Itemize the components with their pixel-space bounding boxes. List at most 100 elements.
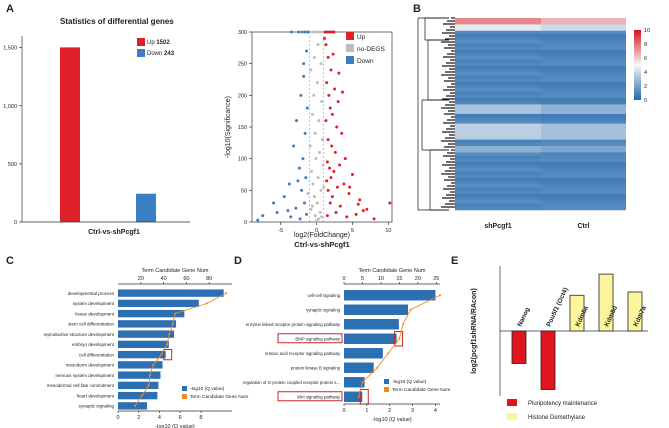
a2-point-down xyxy=(289,30,293,34)
a2-point-down xyxy=(256,218,260,222)
d-bar xyxy=(344,333,397,344)
c-legend-swatch xyxy=(182,394,187,399)
b-heatmap-cell xyxy=(455,123,541,128)
c-bar xyxy=(118,299,199,308)
c-legend-label: -log10 (Q value) xyxy=(190,386,225,392)
b-heatmap-cell xyxy=(541,37,626,41)
c-bar xyxy=(118,391,158,400)
d-bar xyxy=(344,348,383,359)
a2-point-up xyxy=(333,87,337,91)
b-heatmap-cell xyxy=(455,174,541,179)
c-line-point xyxy=(166,343,169,346)
a2-point-no-degs xyxy=(316,176,320,180)
a2-point-up xyxy=(327,93,331,97)
a2-point-down xyxy=(303,131,307,135)
a2-point-down xyxy=(275,211,279,214)
a1-y-tick-label: 1,000 xyxy=(3,104,17,110)
c-bar xyxy=(118,402,148,410)
b-heatmap-cell xyxy=(455,37,541,41)
a2-point-no-degs xyxy=(311,30,315,34)
c-bar xyxy=(118,309,185,318)
d-bottom-tick-label: 4 xyxy=(434,408,437,414)
b-heatmap-cell xyxy=(541,184,626,188)
a2-point-up xyxy=(329,68,333,72)
b-colorbar-tick-label: 4 xyxy=(644,70,647,76)
a2-point-up xyxy=(330,195,334,199)
b-heatmap-cell xyxy=(455,24,541,28)
b-heatmap-cell xyxy=(541,27,626,32)
d-line-point xyxy=(398,337,401,340)
a2-legend-swatch xyxy=(346,32,354,40)
b-heatmap-cell xyxy=(541,117,626,121)
d-x-label: -log10 (Q value) xyxy=(372,417,412,423)
c-top-tick-label: 40 xyxy=(161,276,167,282)
b-heatmap-cell xyxy=(455,78,541,83)
panel-label-a: A xyxy=(6,3,14,15)
b-heatmap-cell xyxy=(541,197,626,201)
b-heatmap-cell xyxy=(455,146,541,150)
c-bottom-tick-label: 4 xyxy=(158,415,161,421)
c-bar xyxy=(118,340,169,349)
b-heatmap-cell xyxy=(455,82,541,86)
a2-point-down xyxy=(297,166,301,170)
a2-point-down xyxy=(303,30,307,34)
b-colorbar-tick-label: 8 xyxy=(644,42,647,48)
a2-point-no-degs xyxy=(311,182,315,186)
b-heatmap-cell xyxy=(541,171,626,176)
a2-point-up xyxy=(336,100,340,104)
b-heatmap-cell xyxy=(541,206,626,211)
a2-point-up xyxy=(325,81,329,85)
a2-point-up xyxy=(338,163,342,167)
a2-point-no-degs xyxy=(316,43,320,47)
b-heatmap-cell xyxy=(455,139,541,144)
b-heatmap-cell xyxy=(455,149,541,153)
a2-point-up xyxy=(335,185,339,189)
c-line-point xyxy=(140,394,143,397)
a2-subtitle: Ctrl-vs-shPcgf1 xyxy=(294,240,349,249)
d-top-tick-label: 25 xyxy=(433,276,439,282)
a2-y-label: -log10(Significance) xyxy=(225,96,232,158)
a2-point-down xyxy=(286,209,290,213)
a2-y-tick-label: 150 xyxy=(238,125,247,131)
c-category-label: heart development xyxy=(77,393,115,398)
b-heatmap-cell xyxy=(455,162,541,166)
d-bar xyxy=(344,377,365,388)
a2-point-up xyxy=(328,201,332,205)
c-category-label: mesoderm development xyxy=(66,363,115,368)
b-heatmap-cell xyxy=(455,158,541,163)
d-line-point xyxy=(376,366,379,369)
d-category-label: protein kinase B signaling xyxy=(291,366,341,371)
b-heatmap-cell xyxy=(455,165,541,169)
a2-point-no-degs xyxy=(317,119,321,123)
a1-x-label: Ctrl-vs-shPcgf1 xyxy=(88,229,140,236)
b-heatmap-cell xyxy=(541,98,626,102)
d-line-point xyxy=(409,308,412,311)
a2-y-tick-label: 50 xyxy=(241,188,247,194)
a2-y-tick-label: 300 xyxy=(238,30,247,36)
d-category-label: regulation of G-protein coupled receptor… xyxy=(243,380,340,385)
a2-point-no-degs xyxy=(312,93,316,97)
b-heatmap-cell xyxy=(455,203,541,208)
e-legend-swatch xyxy=(507,399,517,406)
a2-point-up xyxy=(365,207,369,211)
e-bar xyxy=(540,330,556,390)
b-heatmap-cell xyxy=(455,117,541,121)
a2-point-down xyxy=(272,201,276,205)
b-heatmap-cell xyxy=(455,21,541,25)
b-heatmap-cell xyxy=(541,139,626,144)
b-heatmap-cell xyxy=(541,174,626,179)
a2-point-down xyxy=(300,30,304,34)
b-heatmap-cell xyxy=(541,82,626,86)
a2-point-up xyxy=(325,214,329,218)
a2-point-up xyxy=(325,160,329,164)
b-heatmap-cell xyxy=(541,59,626,64)
a2-point-no-degs xyxy=(322,185,326,189)
d-line-point xyxy=(439,294,441,297)
b-heatmap-cell xyxy=(455,190,541,195)
d-line-series xyxy=(358,294,441,397)
b-heatmap-cell xyxy=(541,62,626,67)
a2-point-no-degs xyxy=(314,157,318,161)
a2-point-up xyxy=(338,204,342,208)
b-heatmap-cell xyxy=(455,142,541,147)
d-line-point xyxy=(357,395,360,398)
